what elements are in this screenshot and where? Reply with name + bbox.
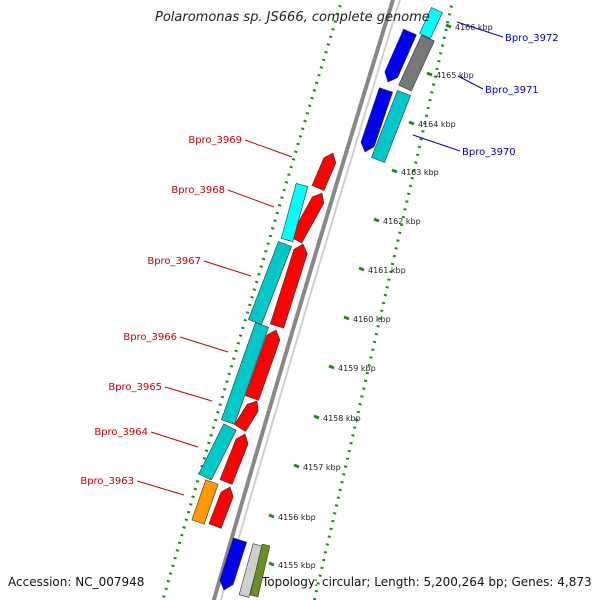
scale-tick-label: 4162 kbp [383, 217, 421, 226]
gene-label-forward: Bpro_3971 [485, 85, 539, 96]
cds-block [371, 90, 411, 163]
gene-block-forward [384, 28, 417, 83]
scale-tick-label: 4156 kbp [278, 513, 316, 522]
scale-tick [268, 561, 275, 567]
gene-label-reverse: Bpro_3964 [94, 427, 148, 438]
scale-tick-label: 4155 kbp [278, 561, 316, 570]
scale-tick-label: 4158 kbp [323, 414, 361, 423]
gene-block-reverse [245, 329, 281, 401]
cds-block [419, 7, 443, 39]
gene-leader-line [150, 431, 199, 448]
cds-block [191, 479, 219, 525]
gene-block-reverse [219, 433, 249, 485]
scale-tick-label: 4161 kbp [368, 266, 406, 275]
gene-blocks [191, 7, 443, 598]
gene-label-reverse: Bpro_3969 [188, 135, 242, 146]
scale-tick-label: 4165 kbp [436, 71, 474, 80]
cds-block [248, 241, 292, 325]
scale-tick [426, 71, 433, 77]
gene-label-forward: Bpro_3970 [462, 147, 516, 158]
gene-block-reverse [234, 400, 259, 432]
scale-tick-label: 4164 kbp [418, 120, 456, 129]
backbone-line [219, 0, 401, 600]
cds-block [398, 34, 435, 92]
scale-tick [445, 23, 452, 29]
scale-tick [373, 217, 380, 223]
gene-leader-line [457, 75, 484, 90]
gene-block-reverse [208, 486, 234, 529]
scale-tick [358, 266, 365, 272]
gene-leader-line [412, 134, 461, 152]
gene-leader-line [136, 480, 185, 496]
scale-tick [408, 120, 415, 126]
cds-block [280, 183, 309, 242]
gene-label-reverse: Bpro_3963 [80, 476, 134, 487]
gene-label-reverse: Bpro_3967 [147, 256, 201, 267]
scale-tick [313, 414, 320, 420]
gene-label-reverse: Bpro_3966 [123, 332, 177, 343]
scale-tick [268, 513, 275, 519]
scale-tick [391, 168, 398, 174]
dotted-rings [161, 0, 455, 600]
gene-label-reverse: Bpro_3968 [171, 185, 225, 196]
backbone-line [211, 0, 396, 600]
scale-tick [328, 364, 335, 370]
gene-block-forward [219, 537, 248, 591]
inner-dotted-ring [312, 0, 455, 600]
gene-labels: Bpro_3969 Bpro_3968 Bpro_3967 Bpro_3966 Bpro… [80, 21, 559, 496]
scale-tick-label: 4157 kbp [303, 463, 341, 472]
gene-leader-line [179, 336, 229, 353]
cds-block [221, 322, 269, 425]
cds-block [249, 543, 271, 598]
genome-title: Polaromonas sp. JS666, complete genome [155, 10, 430, 25]
gene-block-reverse [269, 243, 308, 329]
gene-leader-line [227, 189, 275, 208]
cds-block [198, 423, 237, 481]
gene-label-forward: Bpro_3972 [505, 33, 559, 44]
scale-tick-label: 4159 kbp [338, 364, 376, 373]
gene-label-reverse: Bpro_3965 [108, 382, 162, 393]
scale-tick-label: 4163 kbp [401, 168, 439, 177]
gene-block-forward [360, 87, 394, 153]
accession-text: Accession: NC_007948 [8, 575, 145, 589]
gene-leader-line [244, 139, 293, 158]
gene-leader-line [456, 21, 504, 38]
gene-block-reverse [311, 152, 337, 191]
scale-tick [293, 463, 300, 469]
outer-dotted-ring [161, 0, 344, 600]
scale-tick [343, 315, 350, 321]
gene-leader-line [164, 386, 213, 402]
backbone [211, 0, 401, 600]
gene-leader-line [203, 260, 252, 277]
genome-stats-text: Topology: circular; Length: 5,200,264 bp… [262, 575, 592, 589]
scale-tick-label: 4160 kbp [353, 315, 391, 324]
